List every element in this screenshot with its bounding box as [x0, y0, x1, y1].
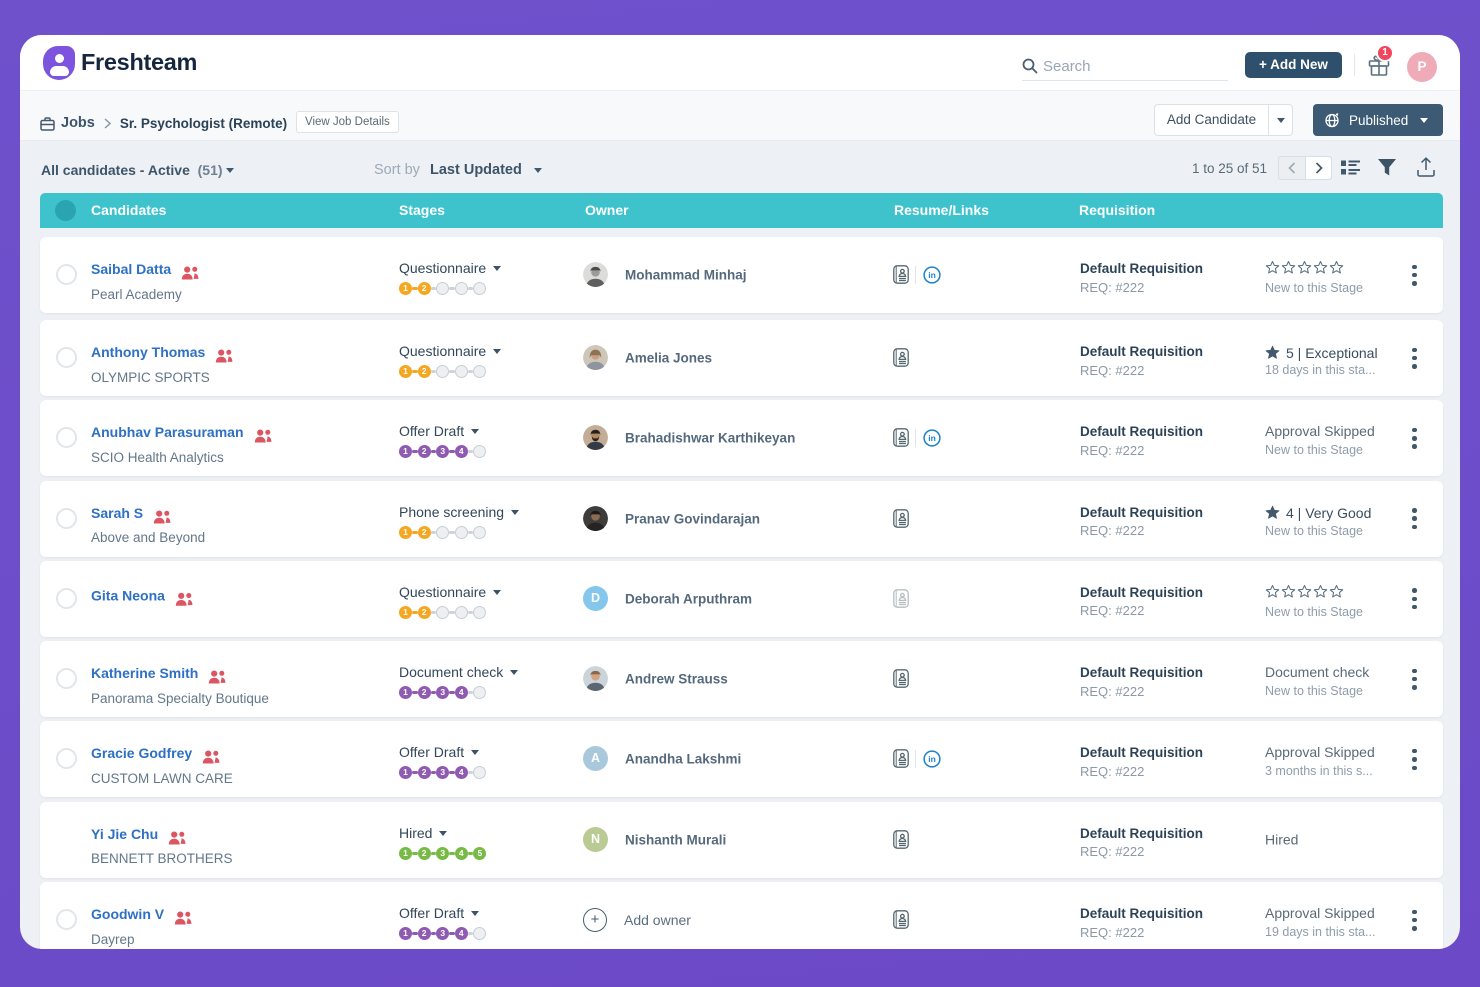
svg-text:in: in: [928, 754, 936, 764]
svg-text:in: in: [928, 433, 936, 443]
svg-text:in: in: [928, 270, 936, 280]
